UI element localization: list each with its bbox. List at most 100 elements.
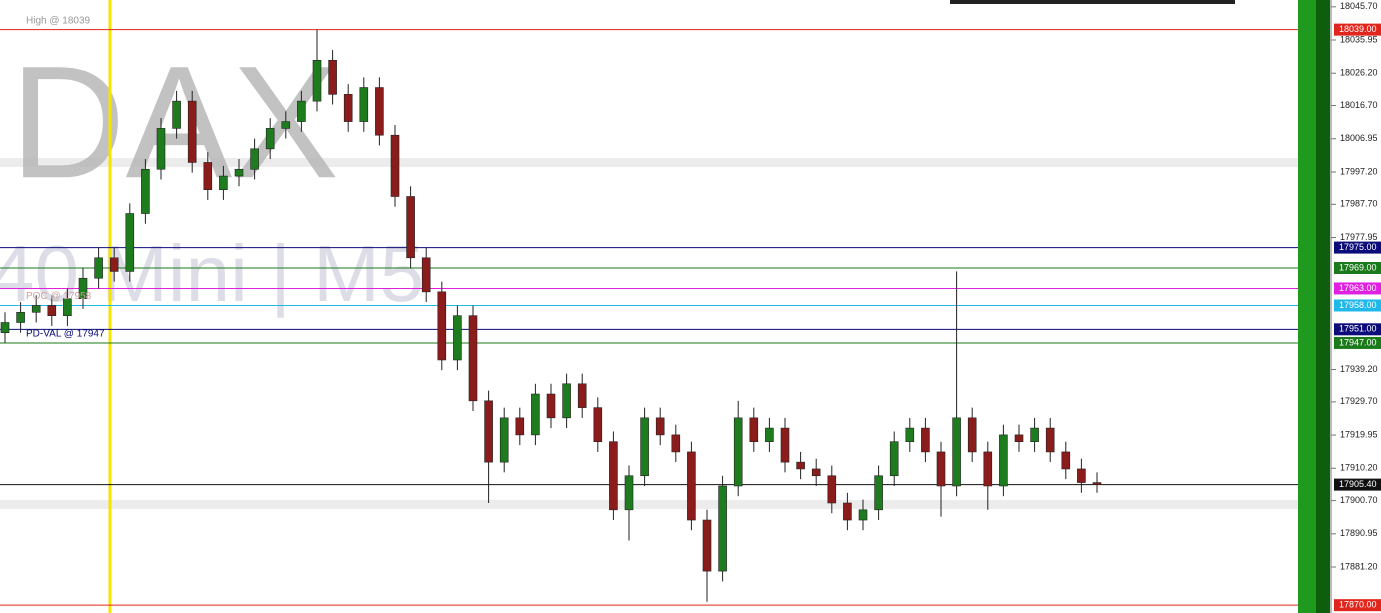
candle-body xyxy=(406,196,415,259)
level-box xyxy=(1334,282,1381,295)
candle-body xyxy=(780,427,790,463)
candle-body xyxy=(609,441,618,511)
candle-body xyxy=(671,434,681,453)
candle-body xyxy=(437,291,447,361)
candle-body xyxy=(203,162,213,190)
candle-body xyxy=(234,168,244,177)
y-tick-label: 17939.20 xyxy=(1340,364,1378,374)
y-tick-label: 17987.70 xyxy=(1340,199,1378,209)
candle-body xyxy=(577,383,587,408)
candle-body xyxy=(250,148,259,170)
candle-body xyxy=(749,417,759,443)
level-box xyxy=(1334,336,1381,349)
candle-body xyxy=(1030,427,1039,443)
candle-body xyxy=(874,475,883,511)
y-tick-label: 17910.20 xyxy=(1340,463,1378,473)
y-tick-label: 17900.70 xyxy=(1340,495,1378,505)
level-label: 17963.00 xyxy=(1339,283,1377,293)
candle-body xyxy=(546,393,556,419)
candle-body xyxy=(281,121,291,129)
candle-body xyxy=(109,257,119,272)
candle-body xyxy=(453,315,462,361)
annotation: High @ 18039 xyxy=(26,15,91,26)
candle-body xyxy=(78,277,88,299)
candle-body xyxy=(468,315,478,402)
candle-body xyxy=(421,257,431,293)
y-tick-label: 18035.95 xyxy=(1340,34,1378,44)
level-label: 17905.40 xyxy=(1339,479,1377,489)
candle-body xyxy=(0,322,10,334)
y-tick-label: 17997.20 xyxy=(1340,166,1378,176)
candle-body xyxy=(655,417,665,436)
candle-body xyxy=(967,417,977,453)
band xyxy=(0,500,1298,509)
candle-body xyxy=(999,434,1008,487)
candle-body xyxy=(905,427,915,443)
candle-body xyxy=(47,305,57,316)
y-tick-label: 18045.70 xyxy=(1340,1,1378,11)
candle-body xyxy=(515,417,525,436)
candle-body xyxy=(687,451,696,521)
level-label: 17947.00 xyxy=(1339,337,1377,347)
level-label: 17975.00 xyxy=(1339,242,1377,252)
level-box xyxy=(1334,262,1381,275)
level-box xyxy=(1334,599,1381,612)
candle-body xyxy=(827,475,837,504)
y-tick-label: 17881.20 xyxy=(1340,561,1378,571)
strip xyxy=(1298,0,1316,613)
candle-body xyxy=(889,441,899,477)
level-box xyxy=(1334,241,1381,254)
candle-body xyxy=(952,417,961,487)
candle-body xyxy=(1014,434,1024,443)
candle-body xyxy=(390,134,400,197)
annotation: PD-VAL @ 17947 xyxy=(26,329,105,340)
candle-body xyxy=(484,400,493,463)
candle-body xyxy=(983,451,993,487)
toolbar xyxy=(950,0,1235,4)
level-box xyxy=(1334,478,1381,491)
level-label: 17951.00 xyxy=(1339,324,1377,334)
candle-body xyxy=(312,59,322,102)
candle-body xyxy=(156,128,166,170)
annotation: POC @ 17958 xyxy=(26,291,92,302)
band xyxy=(0,158,1298,167)
y-tick-label: 17919.95 xyxy=(1340,429,1378,439)
candle-body xyxy=(172,100,181,129)
candle-body xyxy=(1092,482,1102,485)
candle-body xyxy=(531,393,540,436)
candle-body xyxy=(811,468,821,477)
candle-body xyxy=(297,100,306,122)
y-tick-label: 18016.70 xyxy=(1340,100,1378,110)
candle-body xyxy=(718,485,727,572)
candle-body xyxy=(702,519,712,572)
candle-body xyxy=(16,311,25,323)
y-tick-label: 17977.95 xyxy=(1340,232,1378,242)
candle-body xyxy=(219,175,228,190)
y-tick-label: 18006.95 xyxy=(1340,133,1378,143)
candle-body xyxy=(562,383,571,419)
candle-body xyxy=(843,502,852,521)
candle-body xyxy=(624,475,634,511)
candle-body xyxy=(94,257,103,279)
candle-body xyxy=(125,213,135,272)
candle-body xyxy=(1077,468,1086,483)
y-tick-label: 18026.20 xyxy=(1340,68,1378,78)
candle-body xyxy=(640,417,649,477)
candle-body xyxy=(343,94,353,122)
level-box xyxy=(1334,299,1381,312)
candle-body xyxy=(936,451,946,487)
level-box xyxy=(1334,323,1381,336)
level-label: 17969.00 xyxy=(1339,262,1377,272)
candle-body xyxy=(31,305,41,313)
candle-body xyxy=(265,128,275,150)
strip xyxy=(1316,0,1330,613)
level-label: 17870.00 xyxy=(1339,600,1377,610)
candle-body xyxy=(141,168,150,214)
candle-body xyxy=(359,87,369,122)
candle-body xyxy=(1045,427,1055,453)
candle-body xyxy=(593,407,603,443)
level-label: 17958.00 xyxy=(1339,300,1377,310)
candle-body xyxy=(187,100,197,163)
candle-body xyxy=(733,417,743,487)
